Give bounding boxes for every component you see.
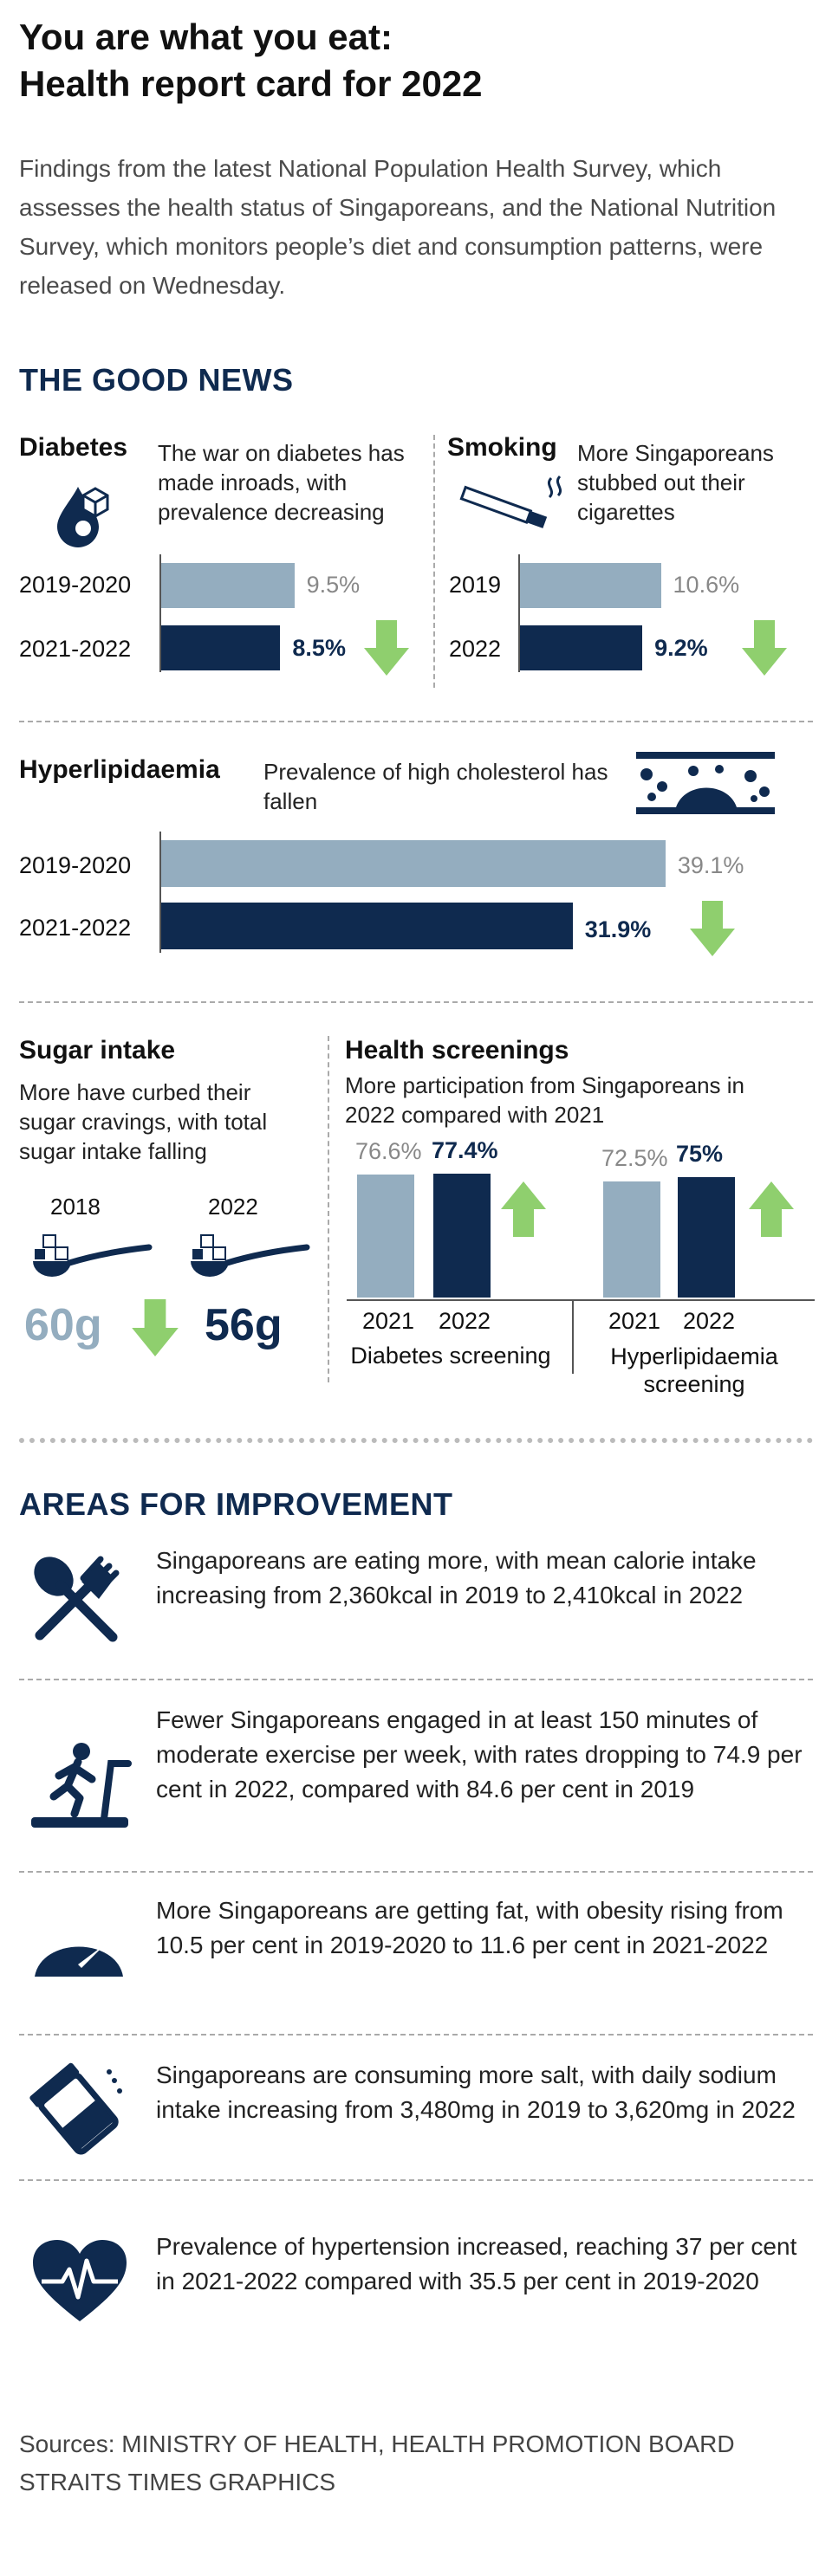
sugar-value-new: 56g (205, 1300, 283, 1350)
screening-diabetes-year-2022: 2022 (439, 1308, 491, 1334)
hyper-cat-2: 2021-2022 (19, 915, 132, 941)
sugar-title: Sugar intake (19, 1036, 176, 1065)
improvement-text-hypertension: Prevalence of hypertension increased, re… (156, 2233, 797, 2294)
fork-spoon-icon (28, 1552, 123, 1647)
section-divider (19, 1438, 813, 1443)
screening-baseline (347, 1299, 815, 1301)
page-title: You are what you eat: Health report card… (19, 14, 483, 107)
smoking-value-2022: 9.2% (654, 635, 708, 661)
up-arrow-icon (749, 1181, 794, 1237)
improvement-text-obesity: More Singaporeans are getting fat, with … (156, 1897, 783, 1958)
divider (19, 2179, 813, 2181)
smoking-bar-2022 (520, 625, 643, 670)
diabetes-bar-2021-2022 (161, 625, 281, 670)
divider (19, 2034, 813, 2036)
diabetes-value-2019-2020: 9.5% (306, 572, 361, 598)
hyperlipidaemia-title: Hyperlipidaemia (19, 755, 220, 784)
sugar-desc: More have curbed their sugar cravings, w… (19, 1079, 268, 1164)
hyper-bar-2019-2020 (161, 840, 666, 887)
diabetes-cat-2: 2021-2022 (19, 636, 132, 662)
hyper-bar-2021-2022 (161, 903, 573, 949)
screening-diabetes-bar-2021 (357, 1175, 414, 1298)
title-line-1: You are what you eat: (19, 16, 393, 57)
divider (19, 1871, 813, 1873)
screening-diabetes-label: Diabetes screening (350, 1343, 551, 1369)
screening-diabetes-value-2021: 76.6% (355, 1138, 422, 1165)
down-arrow-icon (742, 620, 787, 676)
heart-pulse-icon (31, 2238, 128, 2325)
diabetes-cat-1: 2019-2020 (19, 572, 132, 598)
down-arrow-icon (364, 620, 409, 676)
screening-diabetes-value-2022: 77.4% (432, 1136, 498, 1163)
sugar-spoon-icon (31, 1230, 153, 1291)
screening-hyper-year-2021: 2021 (608, 1308, 661, 1334)
scale-icon (31, 1926, 127, 1980)
salt-shaker-icon (29, 2061, 125, 2157)
sugar-spoon-icon (189, 1230, 310, 1291)
screening-hyper-value-2021: 72.5% (601, 1144, 668, 1171)
diabetes-axis (159, 554, 161, 672)
diabetes-value-2021-2022: 8.5% (292, 635, 346, 661)
diabetes-title: Diabetes (19, 433, 128, 462)
divider-vertical (328, 1036, 329, 1382)
sources-line-2: STRAITS TIMES GRAPHICS (19, 2469, 336, 2495)
improvement-text-calories: Singaporeans are eating more, with mean … (156, 1547, 757, 1608)
treadmill-icon (28, 1741, 132, 1836)
intro-text: Findings from the latest National Popula… (19, 155, 777, 299)
smoking-cat-2: 2022 (449, 636, 502, 662)
screening-diabetes-bar-2022 (433, 1173, 491, 1298)
hyper-cat-1: 2019-2020 (19, 852, 132, 878)
divider (19, 721, 813, 722)
hyperlipidaemia-desc: Prevalence of high cholesterol has falle… (263, 759, 608, 814)
up-arrow-icon (501, 1181, 546, 1237)
smoking-title: Smoking (447, 433, 557, 462)
divider-vertical (433, 435, 435, 688)
screening-hyper-label: Hyperlipidaemia screening (577, 1343, 811, 1398)
sugar-year-new: 2022 (208, 1194, 258, 1220)
hyper-value-2019-2020: 39.1% (677, 852, 744, 878)
screenings-title: Health screenings (345, 1036, 569, 1065)
improvement-text-exercise: Fewer Singaporeans engaged in at least 1… (156, 1706, 803, 1803)
improvement-text-sodium: Singaporeans are consuming more salt, wi… (156, 2061, 796, 2123)
sources: Sources: MINISTRY OF HEALTH, HEALTH PROM… (19, 2425, 735, 2502)
divider (19, 1001, 813, 1003)
down-arrow-icon (690, 901, 735, 956)
smoking-axis (518, 554, 520, 672)
screening-hyper-year-2022: 2022 (683, 1308, 736, 1334)
diabetes-bar-2019-2020 (161, 563, 295, 608)
screening-diabetes-year-2021: 2021 (362, 1308, 415, 1334)
screening-hyper-label-line-1: Hyperlipidaemia (610, 1343, 778, 1369)
cigarette-icon (454, 473, 567, 534)
screening-hyper-bar-2021 (603, 1181, 660, 1298)
diabetes-desc: The war on diabetes has made inroads, wi… (158, 440, 405, 525)
smoking-cat-1: 2019 (449, 572, 502, 598)
screening-hyper-bar-2022 (678, 1177, 735, 1298)
sugar-value-old: 60g (24, 1300, 102, 1350)
improvement-heading: AREAS FOR IMPROVEMENT (19, 1486, 453, 1522)
screenings-desc: More participation from Singaporeans in … (345, 1072, 745, 1128)
hyper-value-2021-2022: 31.9% (584, 916, 652, 942)
screening-hyper-value-2022: 75% (676, 1141, 724, 1168)
artery-plaque-icon (633, 750, 780, 816)
blood-drop-icon (52, 480, 113, 549)
down-arrow-icon (132, 1299, 179, 1356)
title-line-2: Health report card for 2022 (19, 63, 483, 104)
sources-line-1: Sources: MINISTRY OF HEALTH, HEALTH PROM… (19, 2430, 735, 2457)
screening-separator (572, 1299, 574, 1374)
smoking-value-2019: 10.6% (673, 572, 740, 598)
screening-hyper-label-line-2: screening (643, 1371, 745, 1397)
sugar-year-old: 2018 (50, 1194, 101, 1220)
divider (19, 1679, 813, 1680)
smoking-desc: More Singaporeans stubbed out their ciga… (577, 440, 774, 525)
good-news-heading: THE GOOD NEWS (19, 362, 294, 398)
hyper-axis (159, 832, 161, 953)
smoking-bar-2019 (520, 563, 661, 608)
